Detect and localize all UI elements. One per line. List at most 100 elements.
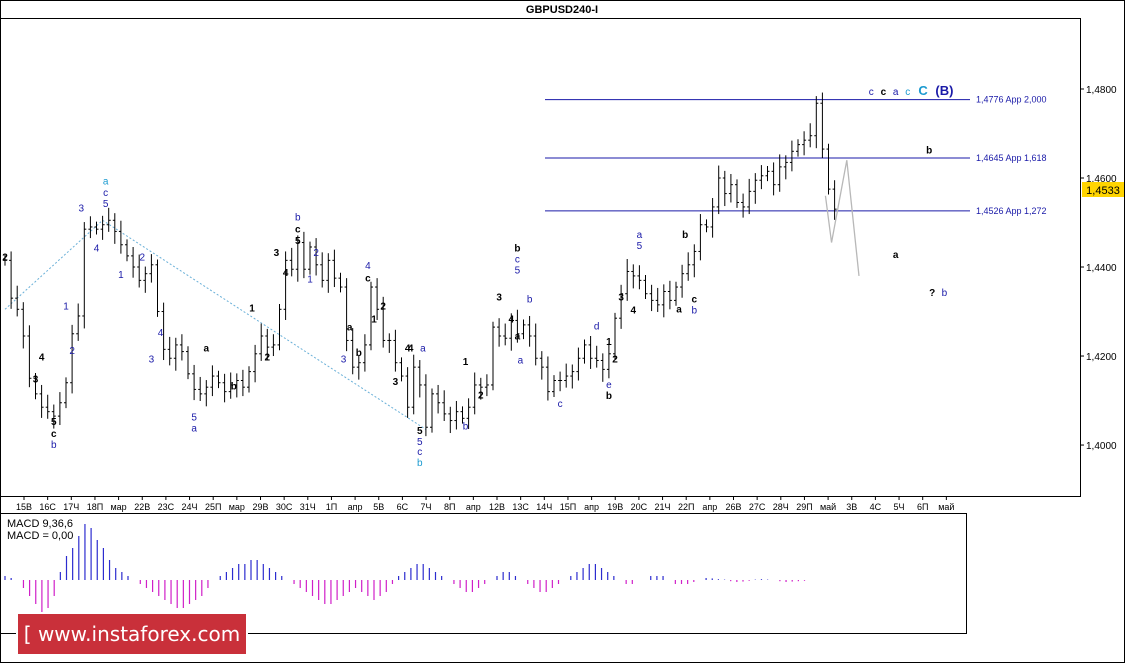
price-bar xyxy=(564,364,568,388)
price-bar xyxy=(729,174,733,202)
wave-label: 3 xyxy=(618,292,624,303)
price-bar xyxy=(674,282,678,306)
wave-label: b xyxy=(295,212,301,223)
x-tick-label: 24Ч xyxy=(182,502,198,512)
price-bar xyxy=(631,264,635,288)
x-tick-label: 22П xyxy=(678,502,694,512)
macd-title: MACD 9,36,6 xyxy=(7,518,73,530)
price-bar xyxy=(259,324,263,361)
wave-label: 4 xyxy=(631,306,637,317)
price-bar xyxy=(570,364,574,388)
price-bar xyxy=(790,141,794,172)
x-tick-label: 28Ч xyxy=(773,502,789,512)
wave-label: 5 xyxy=(51,417,57,428)
wave-label: b xyxy=(942,288,948,299)
price-bar xyxy=(76,304,80,341)
price-bar xyxy=(802,131,806,155)
price-bar xyxy=(113,213,117,244)
price-bar xyxy=(223,374,227,402)
x-tick-label: май xyxy=(820,502,836,512)
wave-label: 1 xyxy=(606,337,612,348)
price-bar xyxy=(589,336,593,369)
price-bar xyxy=(9,251,13,308)
wave-label: c xyxy=(905,87,910,98)
x-tick-label: май xyxy=(938,502,954,512)
wave-label: b xyxy=(356,348,362,359)
price-bar xyxy=(650,285,654,311)
price-bar xyxy=(143,267,147,293)
wave-label: c xyxy=(515,255,520,266)
price-bar xyxy=(253,345,257,382)
wave-label: b xyxy=(692,306,698,317)
x-tick-label: апр xyxy=(348,502,363,512)
price-bar xyxy=(351,328,355,374)
wave-label: b xyxy=(606,391,612,402)
price-bar xyxy=(119,221,123,254)
price-bar xyxy=(552,375,556,397)
wave-label: e xyxy=(606,380,612,391)
price-bar xyxy=(625,259,629,301)
price-bar xyxy=(58,392,62,425)
price-bar xyxy=(485,374,489,396)
wave-label: c xyxy=(881,87,887,98)
x-tick-label: 22В xyxy=(134,502,150,512)
wave-label: a xyxy=(515,332,521,343)
price-bar xyxy=(186,346,190,379)
wave-label: 2 xyxy=(2,252,8,263)
price-bar xyxy=(796,139,800,156)
macd-zero-label: MACD = 0,00 xyxy=(7,530,73,542)
price-bar xyxy=(95,222,99,235)
wave-label: 2 xyxy=(478,390,484,401)
price-bar xyxy=(827,144,831,195)
x-tick-label: 8П xyxy=(444,502,455,512)
price-bar xyxy=(497,318,501,346)
wave-label: 3 xyxy=(274,248,280,259)
wave-label: ? xyxy=(929,288,935,299)
price-bar xyxy=(241,370,245,396)
price-bar xyxy=(668,281,672,309)
price-bar xyxy=(156,259,160,316)
price-bar xyxy=(436,385,440,413)
price-bar xyxy=(387,333,391,353)
wave-label: a xyxy=(676,304,682,315)
price-bar xyxy=(772,162,776,195)
price-bar xyxy=(320,252,324,287)
price-bar xyxy=(308,242,312,275)
price-bar xyxy=(107,208,111,232)
price-bar xyxy=(717,166,721,215)
wave-label: 5 xyxy=(103,199,109,210)
chart-title: GBPUSD240-I xyxy=(526,4,598,16)
price-bar xyxy=(698,214,702,260)
wave-label: a xyxy=(204,344,210,355)
x-tick-label: 29П xyxy=(796,502,812,512)
price-bar xyxy=(326,253,330,293)
x-tick-label: 25П xyxy=(205,502,221,512)
wave-label: 2 xyxy=(612,355,618,366)
wave-label: c xyxy=(869,87,874,98)
price-bar xyxy=(284,251,288,320)
price-bar xyxy=(784,155,788,179)
instaforex-watermark: [ www.instaforex.com ] xyxy=(16,612,248,656)
x-tick-label: 30С xyxy=(276,502,293,512)
fib-level-label-0: 1,4776 App 2,000 xyxy=(976,95,1047,105)
x-tick-label: 5Ч xyxy=(894,502,905,512)
price-bar xyxy=(210,365,214,396)
price-bar xyxy=(101,216,105,240)
wave-label: 4 xyxy=(365,261,371,272)
price-bar xyxy=(741,194,745,218)
wave-label: c xyxy=(295,224,301,235)
price-bar xyxy=(613,313,617,359)
price-bar xyxy=(753,173,757,204)
wave-label: 2 xyxy=(139,252,145,263)
price-bar xyxy=(833,180,837,220)
price-bar xyxy=(247,366,251,392)
x-tick-label: 31Ч xyxy=(300,502,316,512)
x-tick-label: 19В xyxy=(607,502,623,512)
price-bar xyxy=(131,247,135,278)
wave-label: b xyxy=(463,421,469,432)
price-bar xyxy=(601,353,605,381)
wave-label: 1 xyxy=(371,315,377,326)
current-price-label: 1,4533 xyxy=(1086,185,1120,197)
price-bar xyxy=(778,154,782,191)
